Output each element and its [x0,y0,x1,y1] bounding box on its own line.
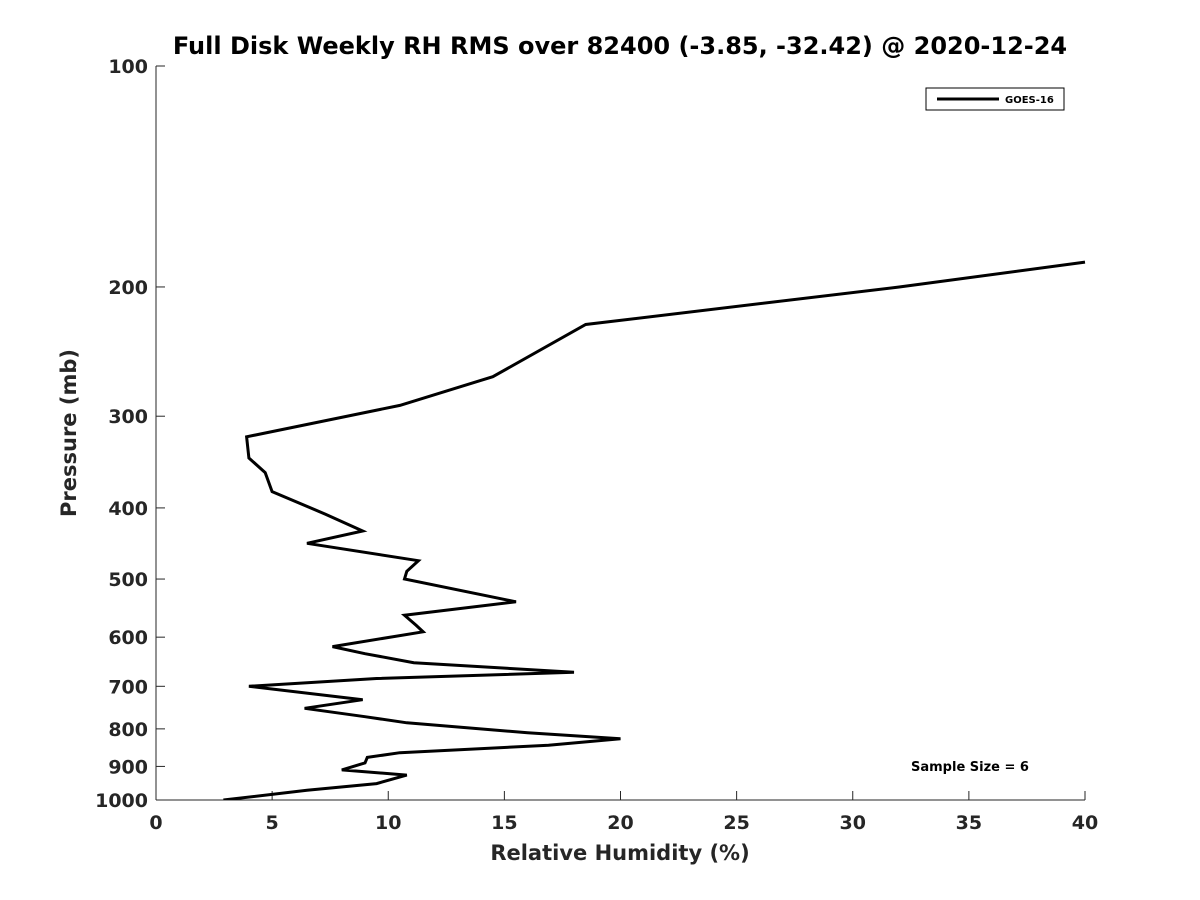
y-tick-label: 800 [108,719,148,741]
x-tick-label: 15 [491,812,517,834]
x-tick-label: 30 [840,812,866,834]
axes-group: 0 5 10 15 20 25 30 35 40 100 200 300 400 500 600 700 800… [95,56,1098,834]
y-axis-label: Pressure (mb) [57,349,81,517]
series-line-goes-16 [223,260,1086,800]
x-tick-label: 0 [149,812,162,834]
y-tick-label: 500 [108,569,148,591]
chart-title: Full Disk Weekly RH RMS over 82400 (-3.8… [173,32,1067,60]
y-tick-label: 600 [108,627,148,649]
y-tick-label: 1000 [95,790,148,812]
y-tick-label: 900 [108,756,148,778]
y-tick-label: 200 [108,277,148,299]
x-tick-label: 35 [956,812,982,834]
x-tick-label: 25 [723,812,749,834]
x-axis-label: Relative Humidity (%) [490,841,749,865]
y-tick-label: 300 [108,406,148,428]
x-tick-label: 20 [607,812,633,834]
legend: GOES-16 [925,87,1065,111]
x-tick-label: 5 [266,812,279,834]
y-tick-label: 700 [108,676,148,698]
legend-label-goes-16: GOES-16 [1005,95,1054,106]
sample-size-annotation: Sample Size = 6 [911,760,1029,775]
x-tick-label: 10 [375,812,401,834]
y-tick-label: 100 [108,56,148,78]
plot-area [223,260,1086,800]
x-tick-label: 40 [1072,812,1098,834]
y-tick-label: 400 [108,498,148,520]
